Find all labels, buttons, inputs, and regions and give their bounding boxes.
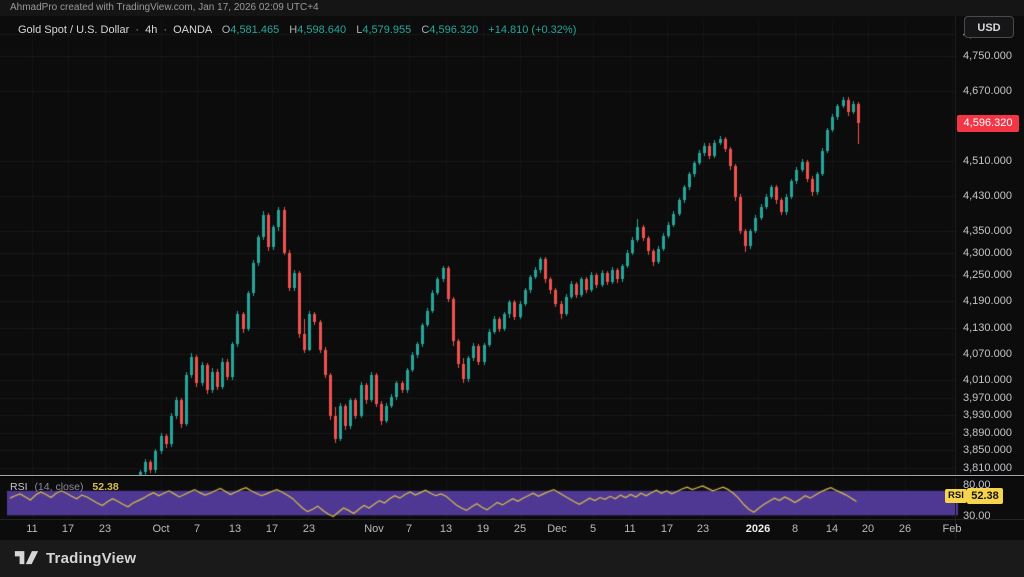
symbol-legend[interactable]: Gold Spot / U.S. Dollar · 4h · OANDA O4,… [18,24,576,36]
price-axis-label: 4,190.000 [963,295,1012,307]
price-axis-label: 3,810.000 [963,462,1012,474]
rsi-params: (14, close) [34,481,83,493]
time-axis-label: 11 [26,523,37,535]
price-axis-label: 4,510.000 [963,155,1012,167]
rsi-indicator-legend[interactable]: RSI (14, close) 52.38 [10,481,119,493]
time-axis-label: 2026 [746,523,770,535]
time-axis-label: 20 [862,523,874,535]
open-value: 4,581.465 [230,24,279,36]
close-value: 4,596.320 [429,24,478,36]
pane-separator-shadow [0,476,1024,478]
currency-button[interactable]: USD [964,16,1014,38]
time-axis-label: 17 [661,523,673,535]
time-axis-label: 26 [899,523,911,535]
time-axis-label: 14 [826,523,838,535]
legend-separator: · [135,24,139,36]
time-axis-label: 23 [697,523,709,535]
rsi-axis-tag: RSI [945,489,967,503]
time-axis-label: 19 [477,523,489,535]
price-axis-label: 4,750.000 [963,50,1012,62]
time-axis-label: Dec [547,523,567,535]
price-axis-label: 4,300.000 [963,247,1012,259]
time-axis-label: 23 [99,523,111,535]
change-value: +14.810 (+0.32%) [488,24,576,36]
price-axis-label: 4,130.000 [963,322,1012,334]
symbol-name[interactable]: Gold Spot / U.S. Dollar [18,24,129,36]
price-axis-label: 4,070.000 [963,348,1012,360]
price-axis-label: 4,010.000 [963,374,1012,386]
open-key: O [222,24,231,36]
exchange-label: OANDA [173,24,212,36]
time-axis-label: 8 [792,523,798,535]
time-axis-label: 25 [514,523,526,535]
legend-separator: · [163,24,167,36]
time-axis-label: Oct [152,523,169,535]
interval-label[interactable]: 4h [145,24,157,36]
time-axis-label: Feb [943,523,962,535]
price-axis-label: 3,930.000 [963,409,1012,421]
time-axis-label: 17 [266,523,278,535]
price-axis-label: 3,970.000 [963,392,1012,404]
tradingview-logo-icon[interactable] [14,549,39,568]
price-axis-label: 3,890.000 [963,427,1012,439]
time-axis-label: 13 [440,523,452,535]
time-axis-label: 7 [194,523,200,535]
rsi-value: 52.38 [92,481,118,493]
low-value: 4,579.955 [362,24,411,36]
last-price-badge: 4,596.320 [957,115,1019,132]
footer-bar: TradingView [0,540,1024,577]
time-axis-label: 23 [303,523,315,535]
price-axis-label: 4,430.000 [963,190,1012,202]
time-axis-label: 13 [229,523,241,535]
rsi-name: RSI [10,481,28,493]
time-axis-label: 7 [406,523,412,535]
rsi-lower-level-label: 30.00 [963,510,991,522]
rsi-value-badge: 52.38 [967,488,1003,504]
price-axis-label: 4,350.000 [963,225,1012,237]
time-axis-label: 17 [62,523,74,535]
time-axis-label: Nov [364,523,384,535]
price-axis-label: 3,850.000 [963,444,1012,456]
price-axis-label: 4,250.000 [963,269,1012,281]
time-axis-label: 11 [624,523,635,535]
time-axis-label: 5 [590,523,596,535]
price-chart-canvas[interactable] [0,0,1024,540]
tradingview-brand-text[interactable]: TradingView [46,550,136,567]
high-value: 4,598.640 [297,24,346,36]
time-axis-border [0,519,1024,520]
price-axis-label: 4,670.000 [963,85,1012,97]
price-axis-border [955,16,956,539]
